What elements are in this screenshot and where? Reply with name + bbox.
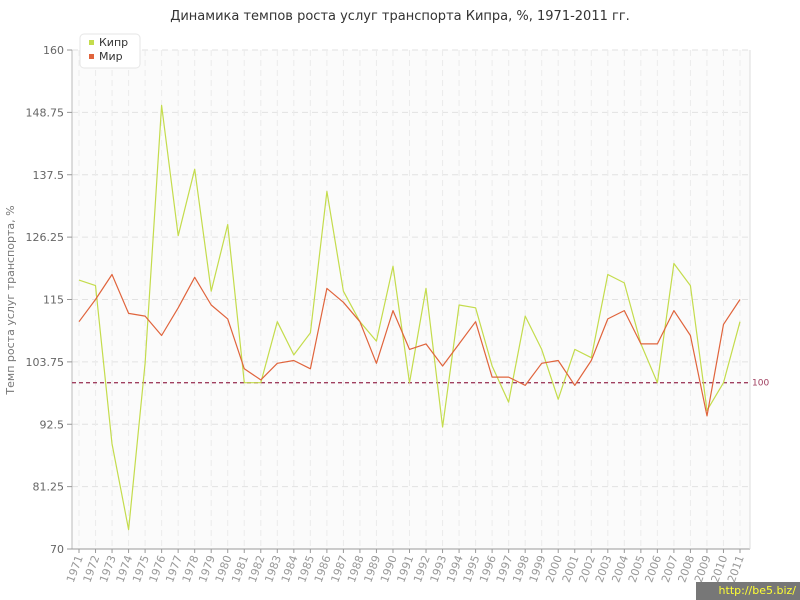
y-axis-ticks: 70 81.25 92.5 103.75 115 126.25 137.5 148.75 160 (26, 44, 72, 556)
legend-marker-1 (89, 54, 94, 59)
series-line-1 (78, 273, 741, 417)
reference-line-label: 100 (752, 379, 769, 389)
chart-title: Динамика темпов роста услуг транспорта К… (170, 9, 630, 24)
y-tick-label: 92.5 (40, 418, 65, 431)
reference-line: 100 (72, 379, 769, 389)
series-lines (78, 104, 741, 531)
legend-label-1: Мир (99, 50, 123, 63)
legend-box (79, 33, 141, 69)
y-tick-label: 148.75 (26, 106, 65, 119)
y-tick-label: 70 (50, 543, 64, 556)
legend-label-0: Кипр (99, 36, 128, 49)
legend-marker-0 (89, 40, 94, 45)
y-tick-label: 137.5 (33, 169, 65, 182)
y-tick-label: 126.25 (26, 231, 65, 244)
y-tick-label: 115 (43, 294, 64, 307)
y-tick-label: 81.25 (33, 481, 65, 494)
y-tick-label: 103.75 (26, 356, 65, 369)
watermark[interactable]: http://be5.biz/ (696, 582, 800, 600)
series-line-0 (78, 104, 741, 531)
y-tick-label: 160 (43, 44, 64, 57)
y-axis-label: Темп роста услуг транспорта, % (4, 205, 17, 395)
x-axis-ticks: 1971197219731974197519761977197819791980… (64, 549, 747, 584)
